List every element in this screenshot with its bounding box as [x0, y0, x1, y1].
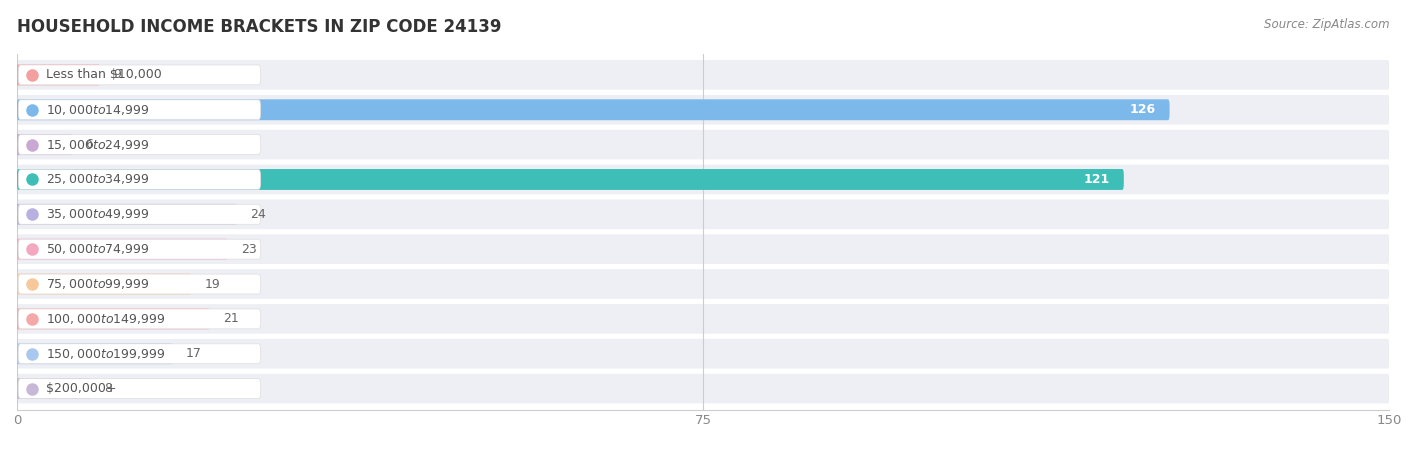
FancyBboxPatch shape	[18, 239, 260, 259]
Text: $75,000 to $99,999: $75,000 to $99,999	[46, 277, 149, 291]
FancyBboxPatch shape	[17, 238, 228, 260]
Text: $15,000 to $24,999: $15,000 to $24,999	[46, 138, 149, 152]
Text: 121: 121	[1084, 173, 1111, 186]
FancyBboxPatch shape	[17, 308, 209, 329]
Text: $50,000 to $74,999: $50,000 to $74,999	[46, 242, 149, 256]
FancyBboxPatch shape	[18, 378, 260, 399]
FancyBboxPatch shape	[17, 199, 1389, 229]
Text: 9: 9	[112, 68, 121, 81]
FancyBboxPatch shape	[17, 130, 1389, 159]
FancyBboxPatch shape	[18, 344, 260, 364]
Text: $150,000 to $199,999: $150,000 to $199,999	[46, 347, 166, 361]
Text: 17: 17	[186, 347, 202, 360]
FancyBboxPatch shape	[17, 169, 1123, 190]
Text: Source: ZipAtlas.com: Source: ZipAtlas.com	[1264, 18, 1389, 31]
FancyBboxPatch shape	[17, 60, 1389, 90]
FancyBboxPatch shape	[17, 204, 236, 225]
FancyBboxPatch shape	[17, 165, 1389, 194]
FancyBboxPatch shape	[18, 65, 260, 85]
FancyBboxPatch shape	[18, 274, 260, 294]
FancyBboxPatch shape	[17, 374, 1389, 403]
FancyBboxPatch shape	[17, 99, 1170, 120]
FancyBboxPatch shape	[18, 204, 260, 224]
FancyBboxPatch shape	[17, 64, 100, 86]
Text: $25,000 to $34,999: $25,000 to $34,999	[46, 172, 149, 186]
FancyBboxPatch shape	[18, 135, 260, 154]
FancyBboxPatch shape	[18, 100, 260, 120]
FancyBboxPatch shape	[17, 304, 1389, 334]
Text: 23: 23	[240, 243, 257, 256]
FancyBboxPatch shape	[17, 343, 173, 364]
Text: HOUSEHOLD INCOME BRACKETS IN ZIP CODE 24139: HOUSEHOLD INCOME BRACKETS IN ZIP CODE 24…	[17, 18, 502, 36]
FancyBboxPatch shape	[17, 134, 72, 155]
FancyBboxPatch shape	[17, 269, 1389, 299]
Text: $100,000 to $149,999: $100,000 to $149,999	[46, 312, 166, 326]
FancyBboxPatch shape	[17, 234, 1389, 264]
FancyBboxPatch shape	[17, 95, 1389, 125]
FancyBboxPatch shape	[18, 309, 260, 329]
Text: $35,000 to $49,999: $35,000 to $49,999	[46, 207, 149, 221]
Text: 19: 19	[204, 278, 221, 291]
FancyBboxPatch shape	[17, 339, 1389, 369]
FancyBboxPatch shape	[18, 170, 260, 189]
Text: 21: 21	[222, 312, 239, 325]
FancyBboxPatch shape	[17, 274, 191, 294]
Text: 8: 8	[104, 382, 112, 395]
Text: $10,000 to $14,999: $10,000 to $14,999	[46, 103, 149, 117]
Text: 126: 126	[1129, 103, 1156, 116]
Text: Less than $10,000: Less than $10,000	[46, 68, 162, 81]
Text: $200,000+: $200,000+	[46, 382, 117, 395]
Text: 24: 24	[250, 208, 266, 221]
Text: 6: 6	[86, 138, 93, 151]
FancyBboxPatch shape	[17, 378, 90, 399]
